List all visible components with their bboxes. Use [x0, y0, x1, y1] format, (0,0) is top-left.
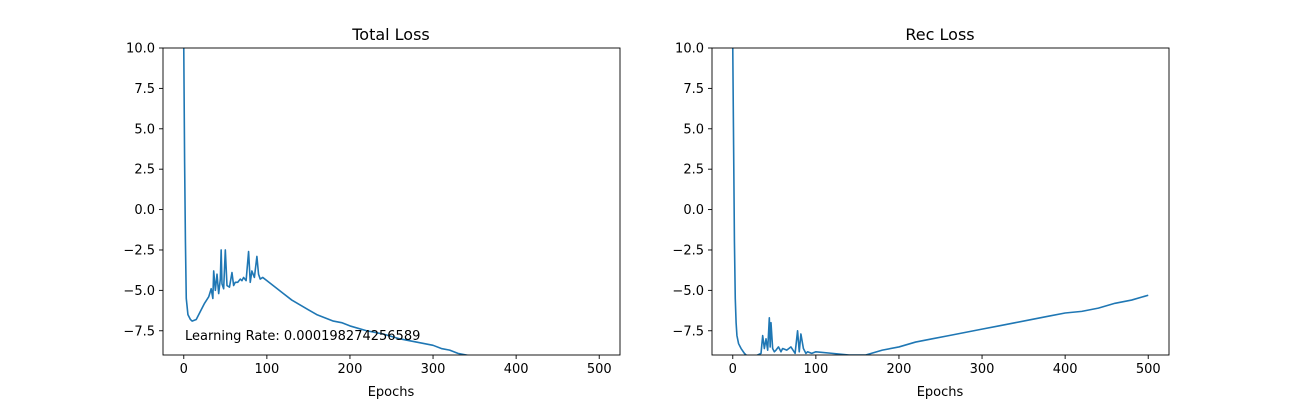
x-tick-label: 200 — [338, 362, 363, 377]
y-tick-label: −7.5 — [123, 324, 155, 339]
total-loss-panel: 0 100 200 300 400 500 10.0 7.5 5.0 2.5 0.0 −2.5 −5.0… — [123, 25, 621, 400]
y-tick-label: 10.0 — [675, 42, 704, 57]
y-tick-label: 10.0 — [126, 42, 155, 57]
y-tick-label: 0.0 — [683, 203, 704, 218]
x-axis-label: Epochs — [368, 385, 415, 400]
y-tick-label: 5.0 — [683, 122, 704, 137]
x-tick-label: 500 — [1136, 362, 1161, 377]
x-tick-label: 200 — [887, 362, 912, 377]
x-tick-label: 0 — [180, 362, 188, 377]
x-axis-label: Epochs — [917, 385, 964, 400]
y-tick-label: 5.0 — [134, 122, 155, 137]
y-tick-label: 7.5 — [134, 82, 155, 97]
rec-loss-panel: 0 100 200 300 400 500 10.0 7.5 5.0 2.5 0.0 −2.5 −5.0… — [672, 25, 1170, 400]
x-tick-label: 400 — [1053, 362, 1078, 377]
plot-frame — [162, 47, 621, 356]
y-tick-label: −5.0 — [672, 284, 704, 299]
series-line — [731, 48, 1149, 355]
x-tick-label: 100 — [254, 362, 279, 377]
x-tick-label: 100 — [803, 362, 828, 377]
y-tick-label: 2.5 — [134, 163, 155, 178]
y-tick-label: 2.5 — [683, 163, 704, 178]
learning-rate-annotation: Learning Rate: 0.000198274256589 — [185, 329, 420, 344]
y-tick-label: 0.0 — [134, 203, 155, 218]
x-tick-label: 300 — [421, 362, 446, 377]
y-tick-label: 7.5 — [683, 82, 704, 97]
y-tick-label: −2.5 — [123, 243, 155, 258]
chart-title: Rec Loss — [905, 25, 974, 44]
plot-frame — [711, 47, 1170, 356]
x-tick-label: 0 — [729, 362, 737, 377]
y-tick-label: −5.0 — [123, 284, 155, 299]
x-tick-label: 400 — [504, 362, 529, 377]
y-tick-label: −7.5 — [672, 324, 704, 339]
x-tick-label: 300 — [970, 362, 995, 377]
series-line — [182, 48, 471, 355]
x-tick-label: 500 — [587, 362, 612, 377]
y-tick-label: −2.5 — [672, 243, 704, 258]
chart-title: Total Loss — [351, 25, 430, 44]
